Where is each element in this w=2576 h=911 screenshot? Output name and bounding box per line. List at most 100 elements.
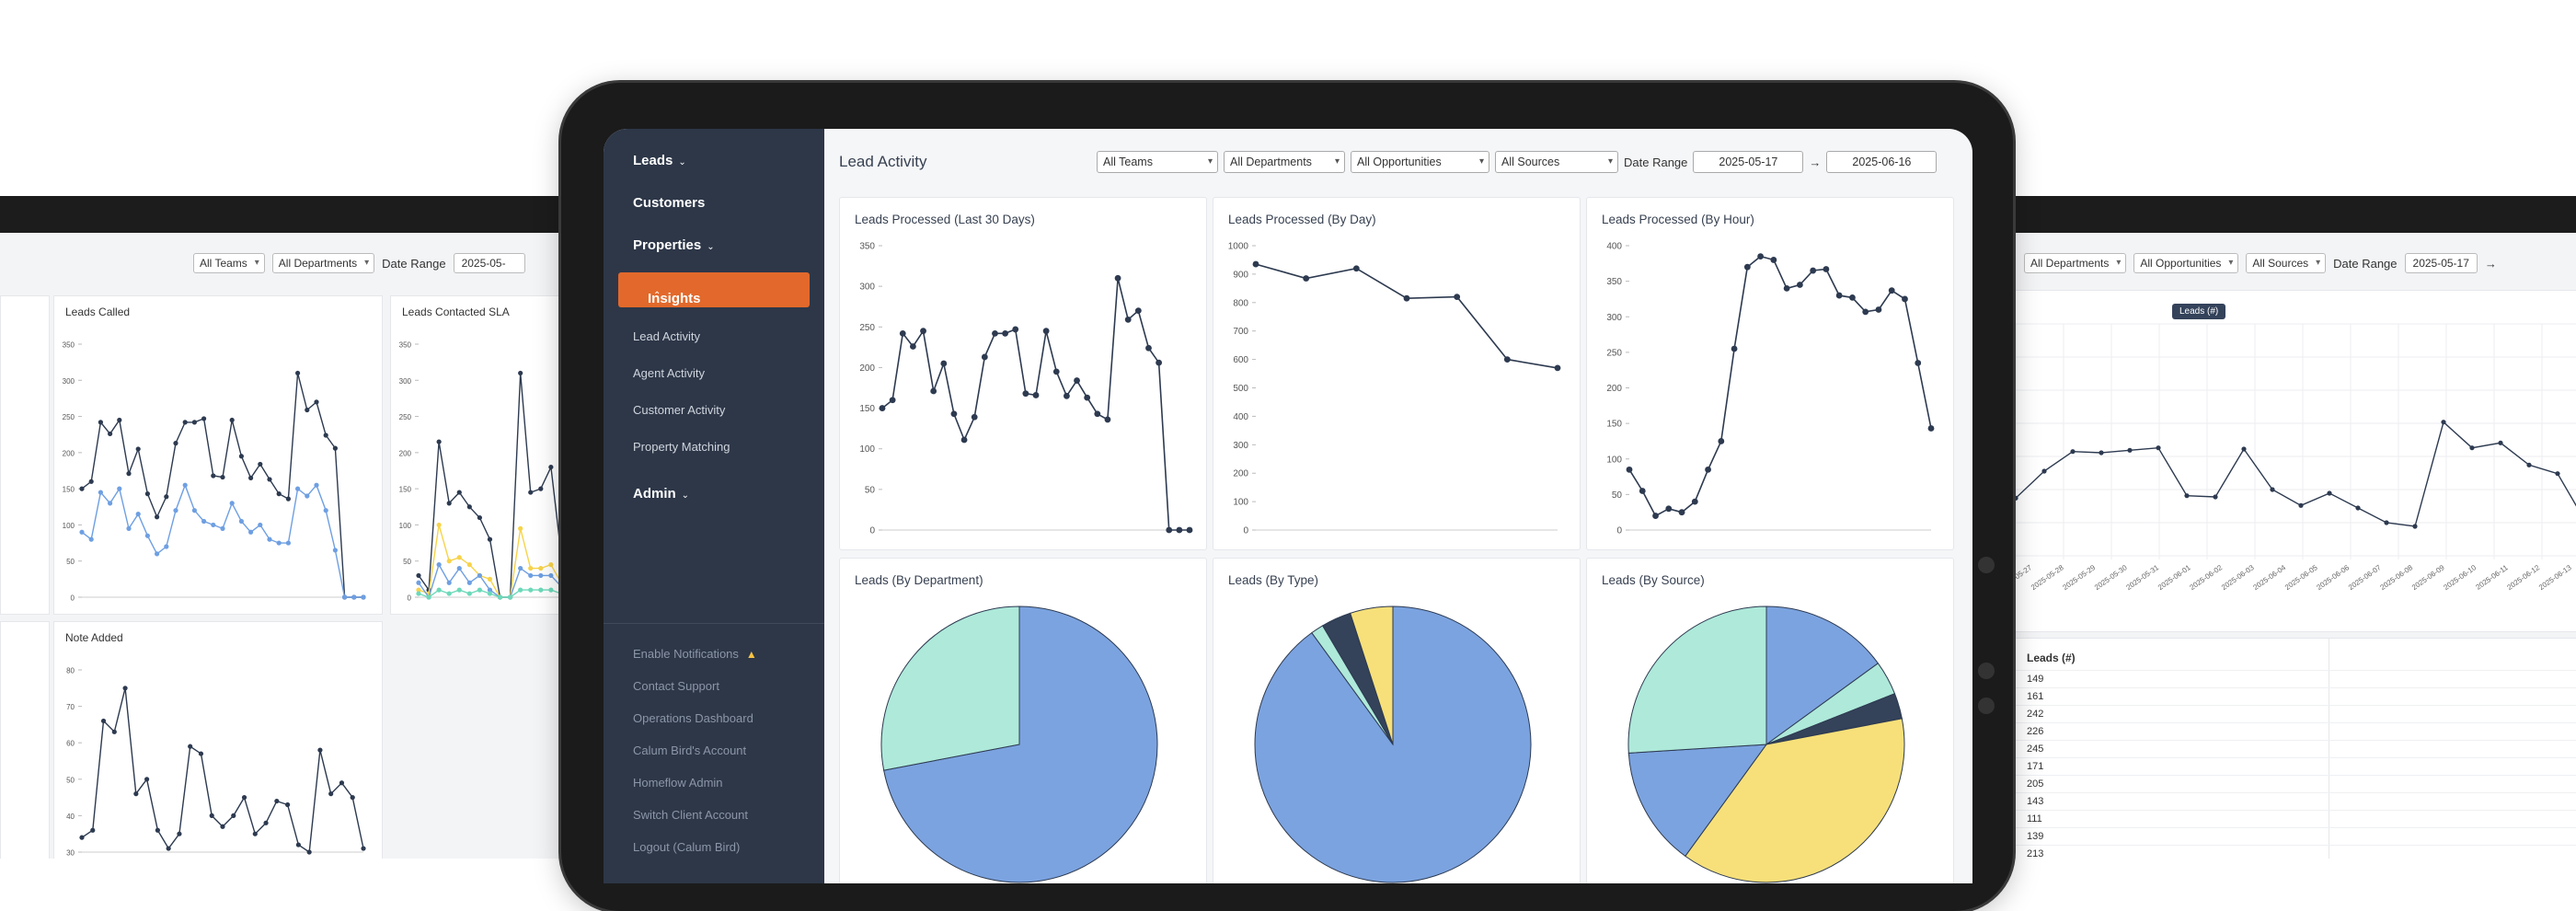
series-line [81, 373, 363, 598]
warning-icon: ▲ [745, 648, 757, 661]
bg-left-filters: All Teams All Departments Date Range 202… [193, 253, 525, 273]
y-tick-label: 1000 [1228, 242, 1249, 252]
data-point [361, 594, 366, 600]
data-point [182, 482, 188, 488]
x-tick-label: 2025-06-13 [2537, 563, 2573, 592]
y-tick-label: 100 [63, 522, 75, 530]
bg-date-arrow: → [2484, 256, 2497, 271]
data-point [2241, 446, 2247, 452]
data-point [88, 479, 94, 484]
sidebar-divider [604, 623, 824, 624]
y-tick-label: 300 [1606, 313, 1622, 323]
bg-source-select[interactable]: All Sources [2246, 253, 2327, 273]
department-select[interactable]: All Departments [1224, 151, 1345, 173]
pie-slice [1627, 744, 1768, 858]
subnav-lead-activity[interactable]: Lead Activity [633, 329, 700, 343]
bg-date-from-input[interactable]: 2025-05- [453, 253, 525, 273]
nav-customers[interactable]: Customers [633, 195, 705, 211]
source-select[interactable]: All Sources [1495, 151, 1618, 173]
nav-leads[interactable]: Leads ⌄ [633, 153, 686, 168]
series-line [418, 373, 570, 598]
data-point [211, 473, 216, 479]
data-point [2184, 493, 2190, 499]
y-tick-label: 800 [1233, 298, 1248, 308]
table-row: 205 [2016, 775, 2576, 793]
y-tick-label: 0 [71, 594, 75, 603]
data-point [456, 587, 462, 593]
sidebar: Leads ⌄ Customers Properties ⌄ Insights ⌃ L… [604, 129, 824, 883]
table-row: 111 [2016, 810, 2576, 828]
y-tick-label: 200 [1606, 384, 1622, 394]
bg-opportunity-select[interactable]: All Opportunities [2133, 253, 2239, 273]
homeflow-admin-link[interactable]: Homeflow Admin [633, 776, 723, 790]
bg-card-leads-chart: Leads (#) 2025-05-27 2025-05-28 2025-05-29… [1997, 290, 2576, 693]
leads-by-department-pie [880, 605, 1158, 883]
card-title: Leads Called [65, 306, 131, 318]
data-point [2213, 494, 2218, 500]
operations-dashboard-link[interactable]: Operations Dashboard [633, 711, 753, 725]
data-point [173, 441, 178, 446]
table-row: 139 [2016, 827, 2576, 846]
bg-team-select[interactable]: All Teams [193, 253, 265, 273]
series-line [418, 589, 570, 598]
data-point [173, 508, 178, 513]
data-point [1403, 294, 1410, 302]
data-point [144, 491, 150, 497]
y-tick-label: 50 [66, 558, 75, 566]
contact-support-link[interactable]: Contact Support [633, 679, 719, 693]
data-point [220, 525, 225, 531]
table-cell: 111 [2027, 813, 2042, 825]
chevron-up-icon: ⌃ [653, 291, 661, 301]
card-title: Leads Processed (By Day) [1228, 213, 1376, 226]
data-point [1186, 526, 1193, 534]
data-point [2355, 505, 2361, 511]
data-point [2384, 520, 2389, 525]
bg-date-from-input[interactable]: 2025-05-17 [2404, 253, 2478, 273]
leads-by-hour-chart: 0 50 100 150 200 250 300 350 400 [1606, 242, 1935, 536]
bg-department-select[interactable]: All Departments [2024, 253, 2127, 273]
bg-department-select[interactable]: All Departments [271, 253, 375, 273]
tablet-button-dot [1978, 663, 1995, 679]
data-point [446, 559, 452, 564]
data-point [117, 417, 122, 423]
nav-admin[interactable]: Admin ⌄ [633, 486, 689, 502]
date-from-input[interactable]: 2025-05-17 [1693, 151, 1804, 173]
enable-notifications-link[interactable]: Enable Notifications ▲ [633, 647, 757, 661]
logout-link[interactable]: Logout (Calum Bird) [633, 840, 741, 854]
account-link[interactable]: Calum Bird's Account [633, 744, 747, 757]
data-point [1888, 287, 1895, 294]
y-tick-label: 100 [399, 522, 412, 530]
data-point [1352, 265, 1360, 272]
data-point [100, 718, 107, 724]
opportunity-select[interactable]: All Opportunities [1351, 151, 1489, 173]
pie-slice [1350, 605, 1394, 745]
subnav-customer-activity[interactable]: Customer Activity [633, 403, 726, 417]
nav-properties[interactable]: Properties ⌄ [633, 237, 715, 253]
bg-date-range-label: Date Range [382, 256, 446, 271]
switch-client-link[interactable]: Switch Client Account [633, 808, 749, 822]
data-point [258, 461, 263, 467]
data-point [164, 544, 169, 549]
table-cell: 245 [2027, 744, 2044, 755]
subnav-agent-activity[interactable]: Agent Activity [633, 366, 706, 380]
data-point [276, 491, 282, 497]
team-select[interactable]: All Teams [1097, 151, 1218, 173]
x-tick-label: 2025-06-09 [2410, 563, 2446, 592]
data-point [528, 490, 534, 495]
subnav-property-matching[interactable]: Property Matching [633, 440, 730, 454]
data-point [79, 529, 85, 535]
data-point [238, 518, 244, 525]
data-point [198, 751, 204, 756]
date-to-input[interactable]: 2025-06-16 [1826, 151, 1938, 173]
data-point [135, 512, 141, 517]
y-tick-label: 300 [63, 377, 75, 386]
data-point [416, 572, 421, 579]
data-point [144, 533, 150, 538]
card-leads-by-source: Leads (By Source) [1586, 558, 1954, 883]
nav-insights[interactable]: Insights ⌃ [618, 272, 810, 307]
data-point [155, 551, 160, 557]
series-line [1628, 255, 1932, 517]
table-header: Leads (#) [2027, 652, 2076, 664]
data-point [108, 501, 113, 506]
data-point [1691, 498, 1698, 505]
